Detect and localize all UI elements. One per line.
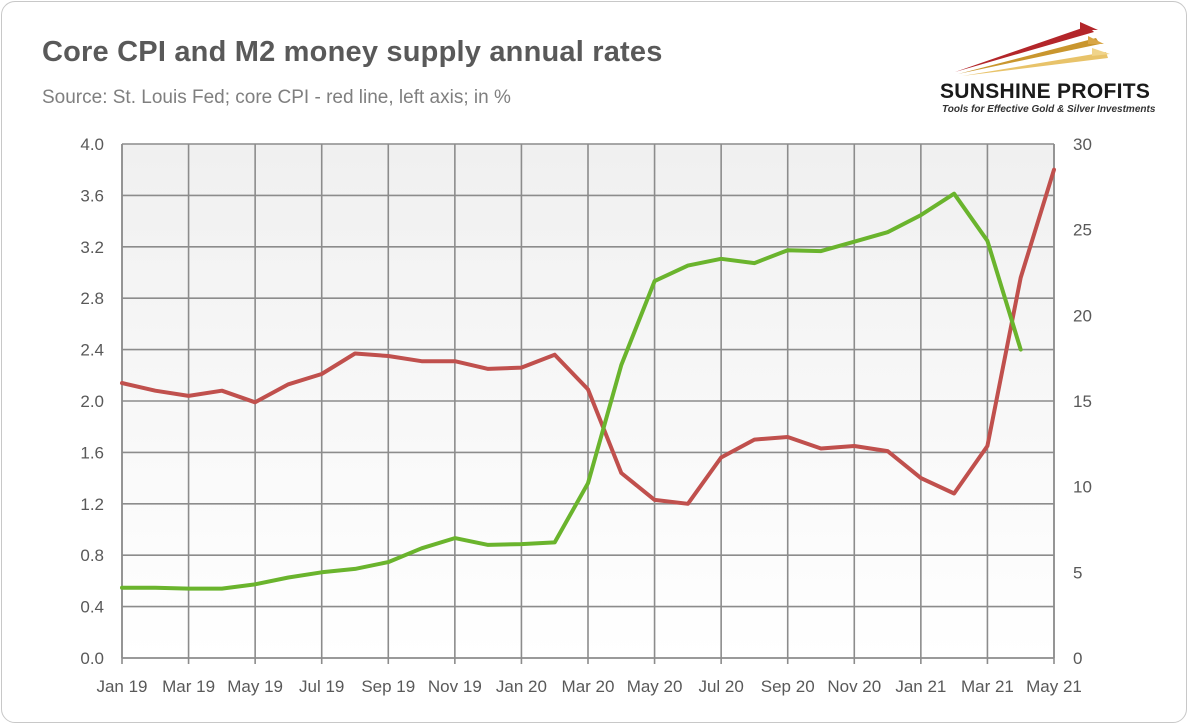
y-left-tick-label: 0.8 bbox=[80, 546, 104, 565]
x-tick-label: Nov 19 bbox=[428, 677, 482, 696]
x-tick-label: Jan 21 bbox=[895, 677, 946, 696]
y-left-tick-label: 3.6 bbox=[80, 186, 104, 205]
y-left-tick-label: 0.4 bbox=[80, 598, 104, 617]
x-tick-label: May 20 bbox=[627, 677, 683, 696]
y-right-tick-label: 0 bbox=[1073, 649, 1082, 668]
y-left-tick-label: 3.2 bbox=[80, 238, 104, 257]
x-tick-label: Mar 21 bbox=[961, 677, 1014, 696]
logo-name: SUNSHINE PROFITS bbox=[940, 80, 1151, 103]
series-line-core-cpi bbox=[120, 167, 1056, 506]
y-left-tick-label: 2.4 bbox=[80, 341, 104, 360]
x-tick-label: Jul 20 bbox=[698, 677, 743, 696]
x-tick-label: May 21 bbox=[1026, 677, 1082, 696]
x-tick-label: Jan 20 bbox=[496, 677, 547, 696]
y-right-tick-label: 15 bbox=[1073, 392, 1092, 411]
x-tick-label: Sep 19 bbox=[361, 677, 415, 696]
chart-title: Core CPI and M2 money supply annual rate… bbox=[42, 36, 663, 68]
x-tick-label: Nov 20 bbox=[827, 677, 881, 696]
y-left-tick-label: 4.0 bbox=[80, 135, 104, 154]
x-tick-label: Jan 19 bbox=[96, 677, 147, 696]
y-right-tick-label: 25 bbox=[1073, 221, 1092, 240]
y-left-tick-label: 1.6 bbox=[80, 443, 104, 462]
x-tick-label: Jul 19 bbox=[299, 677, 344, 696]
series-line-m2 bbox=[120, 191, 1023, 591]
y-left-tick-label: 0.0 bbox=[80, 649, 104, 668]
y-left-tick-label: 2.8 bbox=[80, 289, 104, 308]
chart-subtitle: Source: St. Louis Fed; core CPI - red li… bbox=[42, 87, 511, 108]
y-right-tick-label: 10 bbox=[1073, 478, 1092, 497]
y-right-tick-label: 30 bbox=[1073, 135, 1092, 154]
y-left-tick-label: 2.0 bbox=[80, 392, 104, 411]
sunshine-profits-logo: SUNSHINE PROFITS Tools for Effective Gol… bbox=[930, 18, 1170, 118]
y-right-tick-label: 5 bbox=[1073, 563, 1082, 582]
y-left-tick-label: 1.2 bbox=[80, 495, 104, 514]
x-tick-label: May 19 bbox=[227, 677, 283, 696]
x-tick-label: Mar 19 bbox=[162, 677, 215, 696]
logo-rays-icon bbox=[955, 22, 1110, 76]
y-right-tick-label: 20 bbox=[1073, 306, 1092, 325]
logo-tagline: Tools for Effective Gold & Silver Invest… bbox=[942, 104, 1156, 115]
x-tick-label: Mar 20 bbox=[562, 677, 615, 696]
x-tick-label: Sep 20 bbox=[761, 677, 815, 696]
